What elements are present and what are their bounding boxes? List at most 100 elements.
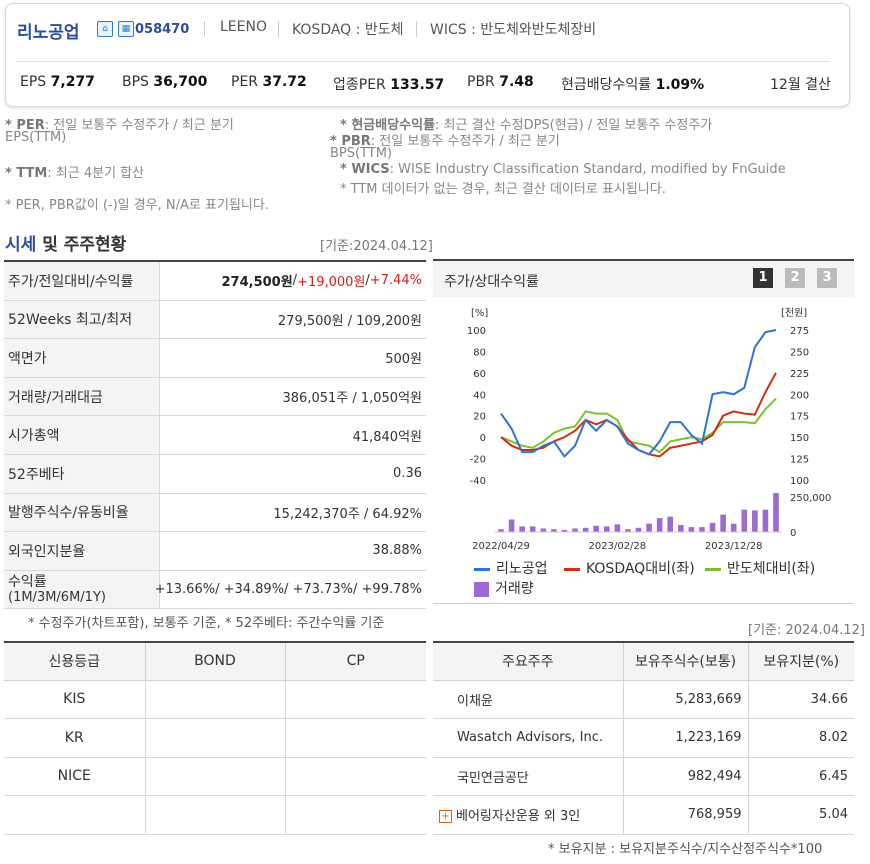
volume-bar [699, 527, 705, 532]
column-header: BOND [145, 642, 286, 681]
shareholder-table: 주요주주 보유주식수(보통) 보유지분(%) 이채윤 5,283,669 34.66… [433, 641, 854, 835]
x-tick: 2023/12/28 [705, 541, 763, 552]
shareholder-footnote: * 보유지분 : 보유지분주식수/지수산정주식수*100 [548, 842, 823, 857]
holder-pct: 5.04 [748, 795, 854, 835]
legend-item: 반도체대비(좌) [705, 558, 815, 578]
column-header: 보유주식수(보통) [623, 642, 749, 681]
volume-bar [667, 516, 674, 532]
row-value: 41,840억원 [352, 429, 422, 445]
holder-name-cell: + 베어링자산운용 외 3인 [433, 795, 624, 835]
y-left-tick: 0 [480, 433, 486, 444]
metric-dividend-yield: 현금배당수익률 1.09% [561, 77, 705, 93]
chart-page-1-button[interactable]: 1 [753, 268, 773, 288]
header-divider [15, 61, 830, 62]
company-header-card [5, 3, 850, 107]
market-sector: KOSDAQ : 반도체 [292, 22, 404, 38]
row-label: 주가/전일대비/수익률 [4, 262, 160, 300]
row-label: 52주베타 [4, 454, 160, 493]
table-row: KR [4, 718, 426, 758]
metric-eps: EPS 7,277 [20, 74, 95, 90]
table-row: 52주베타 0.36 [4, 454, 426, 494]
holder-name: Wasatch Advisors, Inc. [433, 718, 624, 758]
holder-shares: 1,223,169 [623, 718, 749, 758]
metric-industry-per: 업종PER 133.57 [333, 77, 445, 93]
volume-bar [635, 527, 642, 532]
volume-bar [678, 525, 684, 532]
row-value: +13.66%/ +34.89%/ +73.73%/ +99.78% [154, 582, 422, 598]
y-left-tick: 60 [473, 369, 486, 380]
legend-item: 거래량 [474, 578, 534, 598]
holder-pct: 8.02 [748, 718, 854, 758]
section-date: [기준:2024.04.12] [320, 239, 433, 254]
table-row: 국민연금공단 982,494 6.45 [433, 757, 854, 796]
building-icon[interactable]: ▦ [118, 21, 134, 37]
note-ttm-fallback: * TTM 데이터가 없는 경우, 최근 결산 데이터로 표시됩니다. [340, 182, 666, 197]
plus-icon[interactable]: + [439, 810, 452, 824]
y-right-tick: 150 [790, 433, 809, 444]
y-left-unit: [%] [471, 308, 488, 319]
row-label: 52Weeks 최고/최저 [4, 300, 160, 339]
table-row: KIS [4, 680, 426, 719]
note-per-2: EPS(TTM) [5, 130, 67, 145]
table-row: 액면가 500원 [4, 339, 426, 378]
y-left-tick: 20 [473, 412, 486, 423]
metric-per: PER 37.72 [231, 74, 307, 90]
column-header: 신용등급 [4, 642, 146, 681]
legend-item: KOSDAQ대비(좌) [564, 558, 695, 578]
table-row: 발행주식수/유동비율 15,242,370주 / 64.92% [4, 493, 426, 533]
y-left-tick: -40 [470, 476, 486, 487]
volume-bar [730, 523, 737, 532]
holder-shares: 768,959 [623, 795, 749, 835]
row-label: 시가총액 [4, 416, 160, 454]
volume-bar [741, 509, 748, 532]
note-per: * PER: 전일 보통주 수정주가 / 최근 분기 [5, 118, 234, 133]
series-line [500, 329, 777, 458]
english-name: LEENO [220, 19, 267, 35]
volume-bar [720, 514, 726, 532]
table-row: 주가/전일대비/수익률 274,500원 / +19,000원 / +7.44% [4, 262, 426, 301]
chart-header [433, 259, 854, 297]
table-header-row: 주요주주 보유주식수(보통) 보유지분(%) [433, 642, 854, 681]
divider [416, 21, 417, 37]
table-row: 외국인지분율 38.88% [4, 532, 426, 571]
legend-item: 리노공업 [474, 558, 548, 578]
company-name[interactable]: 리노공업 [17, 23, 80, 43]
divider [278, 21, 279, 37]
table-row: NICE [4, 757, 426, 796]
agency-name [4, 795, 146, 835]
column-header: CP [285, 642, 426, 681]
series-line [500, 397, 777, 454]
home-icon[interactable]: ⌂ [97, 21, 113, 37]
holder-name: 베어링자산운용 외 3인 [456, 809, 581, 825]
volume-bar [773, 493, 779, 532]
table-row: Wasatch Advisors, Inc. 1,223,169 8.02 [433, 718, 854, 758]
y-left-tick: 40 [473, 390, 486, 401]
wics-sector: WICS : 반도체와반도체장비 [430, 22, 597, 38]
row-label: 발행주식수/유동비율 [4, 493, 160, 532]
note-dividend: * 현금배당수익률: 최근 결산 수정DPS(현금) / 전일 보통주 수정주가 [340, 118, 713, 133]
table-row: 수익률 (1M/3M/6M/1Y) +13.66%/ +34.89%/ +73.7… [4, 570, 426, 610]
volume-bar [752, 510, 758, 532]
holder-shares: 5,283,669 [623, 680, 749, 719]
agency-name: KIS [4, 680, 146, 719]
divider [204, 21, 205, 37]
note-pbr: * PBR: 전일 보통주 수정주가 / 최근 분기 [330, 134, 560, 149]
volume-bar [762, 509, 769, 532]
note-pbr-2: BPS(TTM) [330, 146, 393, 161]
x-tick: 2023/02/28 [589, 541, 647, 552]
metric-bps: BPS 36,700 [122, 74, 208, 90]
volume-bar [572, 528, 578, 532]
y-right-tick: 200 [790, 390, 809, 401]
table-row: 이채윤 5,283,669 34.66 [433, 680, 854, 719]
volume-tick: 250,000 [790, 493, 831, 504]
volume-bar [646, 523, 652, 532]
y-left-tick: 100 [467, 326, 486, 337]
chart-page-3-button[interactable]: 3 [817, 268, 837, 288]
table-row: 거래량/거래대금 386,051주 / 1,050억원 [4, 377, 426, 417]
chart-page-2-button[interactable]: 2 [785, 268, 805, 288]
row-label: 액면가 [4, 339, 160, 377]
row-label: 수익률 (1M/3M/6M/1Y) [4, 570, 160, 609]
y-right-tick: 250 [790, 347, 809, 358]
volume-bar [529, 526, 536, 532]
volume-zero-tick: 0 [790, 528, 796, 539]
